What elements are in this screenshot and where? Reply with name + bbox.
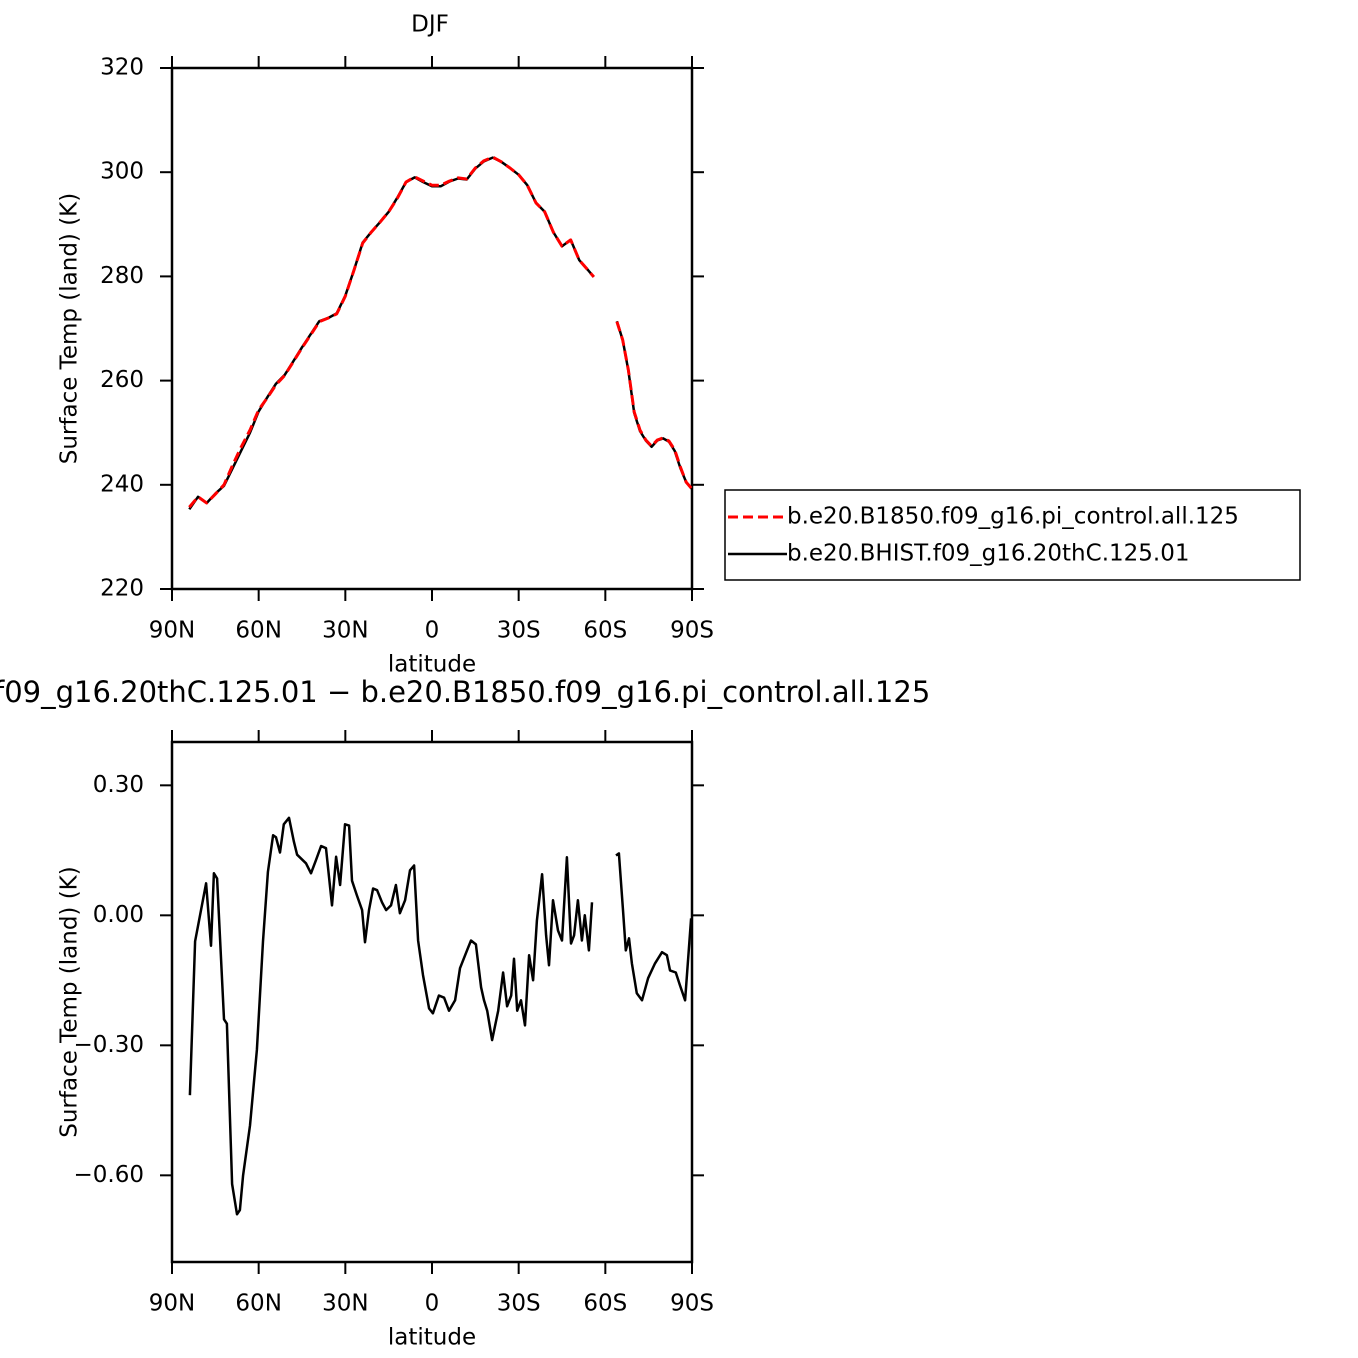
- legend-label: b.e20.B1850.f09_g16.pi_control.all.125: [787, 504, 1239, 530]
- data-line: [188, 816, 693, 1216]
- x-tick-label: 90N: [149, 618, 195, 644]
- legend-label: b.e20.BHIST.f09_g16.20thC.125.01: [787, 541, 1189, 567]
- chart-title: DJF: [411, 12, 449, 38]
- legend-box: [724, 489, 1301, 581]
- y-axis-label: Surface Temp (land) (K): [57, 193, 83, 465]
- x-tick-label: 90N: [149, 1291, 195, 1317]
- y-tick-label: 0.30: [93, 772, 144, 798]
- y-tick-label: −0.30: [74, 1032, 144, 1058]
- x-tick-label: 60N: [235, 1291, 281, 1317]
- chart-title: f09_g16.20thC.125.01 − b.e20.B1850.f09_g…: [0, 675, 930, 709]
- plot-frame: [170, 740, 694, 1264]
- x-tick-label: 30S: [497, 618, 541, 644]
- y-tick-label: 220: [100, 576, 144, 602]
- x-tick-label: 0: [425, 1291, 440, 1317]
- y-tick-label: 320: [100, 55, 144, 81]
- x-axis-label: latitude: [388, 1325, 476, 1351]
- x-tick-label: 90S: [670, 618, 714, 644]
- x-tick-label: 30N: [322, 618, 368, 644]
- y-tick-label: 240: [100, 471, 144, 497]
- x-tick-label: 0: [425, 618, 440, 644]
- y-tick-label: 280: [100, 263, 144, 289]
- x-tick-label: 90S: [670, 1291, 714, 1317]
- x-tick-label: 30N: [322, 1291, 368, 1317]
- x-tick-label: 60N: [235, 618, 281, 644]
- data-line: [188, 156, 693, 511]
- x-axis-label: latitude: [388, 652, 476, 678]
- y-tick-label: 260: [100, 367, 144, 393]
- plot-frame: [170, 66, 694, 591]
- y-tick-label: −0.60: [74, 1162, 144, 1188]
- y-tick-label: 300: [100, 159, 144, 185]
- y-tick-label: 0.00: [93, 902, 144, 928]
- data-line: [188, 155, 694, 509]
- x-tick-label: 60S: [583, 618, 627, 644]
- y-axis-label: Surface Temp (land) (K): [57, 866, 83, 1138]
- x-tick-label: 30S: [497, 1291, 541, 1317]
- x-tick-label: 60S: [583, 1291, 627, 1317]
